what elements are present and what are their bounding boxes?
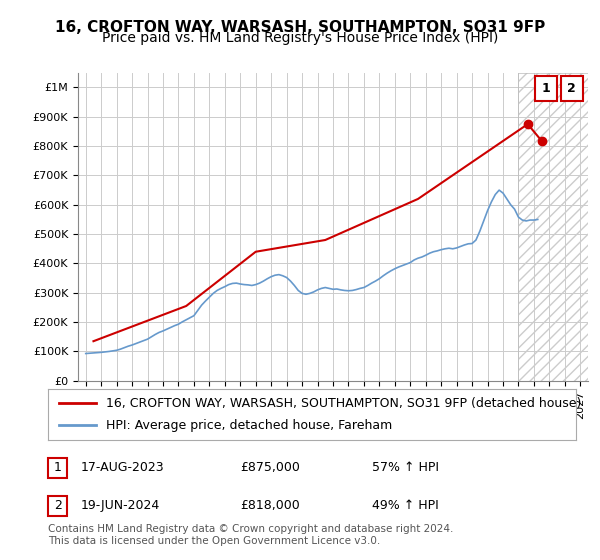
Text: 2: 2 — [568, 82, 576, 95]
Text: HPI: Average price, detached house, Fareham: HPI: Average price, detached house, Fare… — [106, 419, 392, 432]
Text: 49% ↑ HPI: 49% ↑ HPI — [372, 499, 439, 512]
Text: 19-JUN-2024: 19-JUN-2024 — [81, 499, 160, 512]
Text: £875,000: £875,000 — [240, 461, 300, 474]
Text: 17-AUG-2023: 17-AUG-2023 — [81, 461, 164, 474]
Text: 16, CROFTON WAY, WARSASH, SOUTHAMPTON, SO31 9FP (detached house): 16, CROFTON WAY, WARSASH, SOUTHAMPTON, S… — [106, 397, 581, 410]
Bar — [518, 73, 588, 381]
Text: 57% ↑ HPI: 57% ↑ HPI — [372, 461, 439, 474]
Text: 2: 2 — [53, 499, 62, 512]
Text: Price paid vs. HM Land Registry's House Price Index (HPI): Price paid vs. HM Land Registry's House … — [102, 31, 498, 45]
Text: 1: 1 — [542, 82, 550, 95]
Text: 16, CROFTON WAY, WARSASH, SOUTHAMPTON, SO31 9FP: 16, CROFTON WAY, WARSASH, SOUTHAMPTON, S… — [55, 20, 545, 35]
Text: £818,000: £818,000 — [240, 499, 300, 512]
Text: 1: 1 — [53, 461, 62, 474]
Text: Contains HM Land Registry data © Crown copyright and database right 2024.
This d: Contains HM Land Registry data © Crown c… — [48, 524, 454, 546]
Bar — [518, 73, 588, 381]
